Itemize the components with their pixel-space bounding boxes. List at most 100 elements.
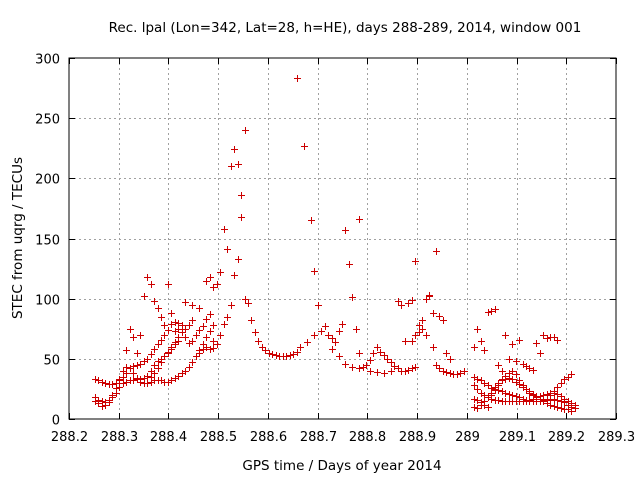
data-point — [506, 375, 513, 382]
data-point — [342, 361, 349, 368]
data-point — [492, 306, 499, 313]
data-point — [440, 368, 447, 375]
data-point — [242, 296, 249, 303]
data-point — [499, 368, 506, 375]
data-point — [561, 396, 568, 403]
data-point — [349, 294, 356, 301]
data-point — [447, 356, 454, 363]
data-point — [235, 256, 242, 263]
data-point — [148, 281, 155, 288]
data-point — [151, 362, 158, 369]
data-point — [509, 392, 516, 399]
data-point — [165, 349, 172, 356]
data-point — [367, 357, 374, 364]
data-point — [474, 376, 481, 383]
data-point — [95, 397, 102, 404]
data-point — [391, 363, 398, 370]
data-point — [554, 404, 561, 411]
data-point — [471, 382, 478, 389]
data-point — [395, 298, 402, 305]
data-point — [322, 323, 329, 330]
data-point — [485, 404, 492, 411]
data-point — [92, 394, 99, 401]
data-point — [478, 402, 485, 409]
data-point — [409, 365, 416, 372]
data-point — [377, 349, 384, 356]
data-point — [509, 341, 516, 348]
data-point — [210, 284, 217, 291]
data-point — [189, 359, 196, 366]
data-point — [346, 261, 353, 268]
data-point — [252, 329, 259, 336]
data-point — [155, 305, 162, 312]
data-point — [495, 380, 502, 387]
x-tick-label: 288.3 — [101, 430, 138, 445]
data-point — [168, 310, 175, 317]
data-point — [554, 391, 561, 398]
data-point — [443, 369, 450, 376]
data-point — [526, 365, 533, 372]
data-point — [217, 332, 224, 339]
data-point — [423, 332, 430, 339]
data-point — [116, 384, 123, 391]
data-point — [175, 373, 182, 380]
data-point — [175, 334, 182, 341]
data-point — [130, 370, 137, 377]
data-point — [554, 397, 561, 404]
data-point — [568, 408, 575, 415]
data-point — [207, 311, 214, 318]
data-point — [495, 387, 502, 394]
y-tick-label: 150 — [35, 234, 60, 249]
data-point — [370, 350, 377, 357]
data-point — [255, 338, 262, 345]
data-point — [182, 368, 189, 375]
data-point — [530, 367, 537, 374]
data-point — [384, 356, 391, 363]
data-point — [238, 214, 245, 221]
data-point — [336, 353, 343, 360]
data-point — [520, 396, 527, 403]
data-point — [189, 302, 196, 309]
data-point — [526, 397, 533, 404]
y-axis-label: STEC from uqrg / TECUs — [10, 157, 26, 319]
data-point — [221, 321, 228, 328]
y-tick-label: 0 — [52, 414, 60, 429]
data-point — [568, 371, 575, 378]
data-point — [311, 268, 318, 275]
data-point — [374, 369, 381, 376]
data-point — [544, 391, 551, 398]
data-point — [419, 326, 426, 333]
data-point — [544, 335, 551, 342]
data-point — [155, 365, 162, 372]
data-point — [182, 334, 189, 341]
data-point — [200, 323, 207, 330]
data-point — [186, 364, 193, 371]
data-point — [540, 392, 547, 399]
data-point — [259, 344, 266, 351]
data-point — [409, 297, 416, 304]
data-point — [203, 344, 210, 351]
data-point — [123, 364, 130, 371]
data-point — [409, 338, 416, 345]
data-point — [228, 302, 235, 309]
x-tick-label: 288.4 — [150, 430, 187, 445]
data-point — [412, 258, 419, 265]
data-point — [423, 296, 430, 303]
data-point — [221, 226, 228, 233]
data-point — [568, 400, 575, 407]
data-point — [474, 405, 481, 412]
data-point — [454, 371, 461, 378]
data-point — [440, 317, 447, 324]
data-point — [182, 326, 189, 333]
data-point — [474, 326, 481, 333]
data-point — [318, 328, 325, 335]
data-point — [158, 337, 165, 344]
x-tick-label: 288.8 — [349, 430, 386, 445]
data-point — [356, 350, 363, 357]
data-point — [165, 327, 172, 334]
data-point — [329, 346, 336, 353]
data-point — [558, 380, 565, 387]
data-point — [95, 377, 102, 384]
x-tick-label: 288.2 — [51, 430, 88, 445]
data-point — [488, 308, 495, 315]
